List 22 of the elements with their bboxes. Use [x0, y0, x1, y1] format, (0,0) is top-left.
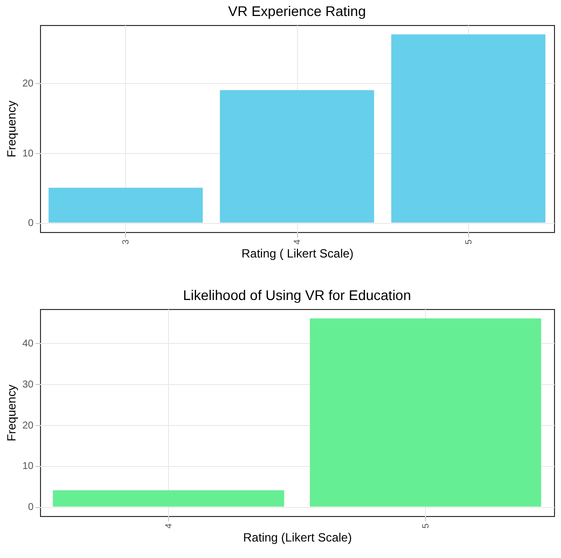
y-tick-label: 40: [22, 338, 34, 350]
y-tick-label: 10: [22, 461, 34, 472]
y-tick-label: 0: [28, 502, 34, 514]
y-tick-label: 20: [22, 78, 34, 90]
bar: [391, 34, 546, 223]
chart-title: Likelihood of Using VR for Education: [182, 287, 412, 303]
y-tick-label: 0: [28, 218, 34, 230]
y-tick-label: 20: [22, 420, 34, 432]
y-tick-label: 10: [22, 148, 34, 160]
x-tick-label: 5: [463, 240, 474, 245]
x-tick-label: 3: [120, 240, 131, 245]
x-tick-label: 4: [164, 524, 174, 529]
x-axis-title: Rating ( Likert Scale): [241, 246, 354, 261]
x-axis-title: Rating (Likert Scale): [243, 530, 352, 545]
y-axis-title: Frequency: [4, 384, 18, 442]
y-axis-title: Frequency: [4, 100, 18, 158]
y-tick-label: 30: [22, 379, 34, 390]
chart-title: VR Experience Rating: [228, 3, 366, 19]
bar: [48, 188, 203, 223]
x-tick-label: 5: [420, 524, 430, 529]
bar: [220, 90, 374, 223]
x-tick-label: 4: [292, 240, 302, 245]
